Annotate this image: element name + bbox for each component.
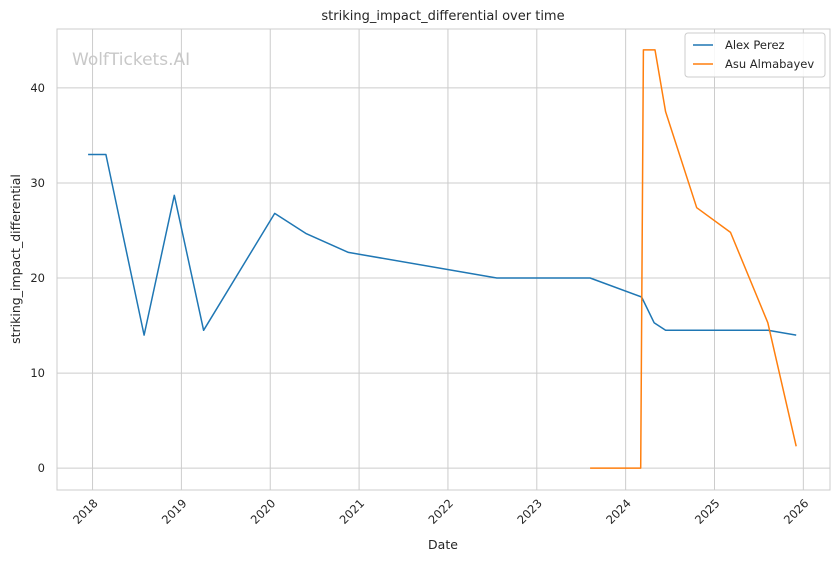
legend: Alex Perez Asu Almabayev — [684, 32, 826, 78]
y-tick-label: 20 — [30, 271, 45, 285]
x-tick-label: 2026 — [781, 496, 812, 527]
x-tick-label: 2020 — [248, 496, 279, 527]
x-tick-label: 2023 — [514, 496, 545, 527]
chart-title: striking_impact_differential over time — [321, 9, 564, 24]
y-tick-label: 0 — [38, 461, 45, 475]
x-tick-label: 2018 — [70, 496, 101, 527]
y-tick-label: 30 — [30, 176, 45, 190]
watermark: WolfTickets.AI — [72, 50, 190, 70]
series-layer — [88, 49, 797, 469]
x-axis-label: Date — [428, 537, 458, 552]
y-axis-label: striking_impact_differential — [8, 174, 23, 344]
series-line-0 — [88, 153, 797, 336]
series-line-1 — [590, 49, 797, 469]
plot-area — [56, 28, 831, 491]
x-tick-label: 2025 — [692, 496, 723, 527]
legend-label: Asu Almabayev — [725, 57, 814, 71]
y-tick-label: 10 — [30, 366, 45, 380]
legend-label: Alex Perez — [725, 38, 785, 52]
x-tick-label: 2022 — [425, 496, 456, 527]
y-tick-label: 40 — [30, 81, 45, 95]
x-tick-label: 2021 — [337, 496, 368, 527]
x-tick-label: 2019 — [159, 496, 190, 527]
x-tick-label: 2024 — [603, 496, 634, 527]
grid-lines — [57, 29, 830, 490]
y-axis-ticks: 0 10 20 30 40 — [30, 81, 45, 475]
legend-box — [684, 32, 826, 78]
x-axis-ticks: 2018 2019 2020 2021 2022 2023 2024 2025 2026 — [70, 496, 811, 527]
